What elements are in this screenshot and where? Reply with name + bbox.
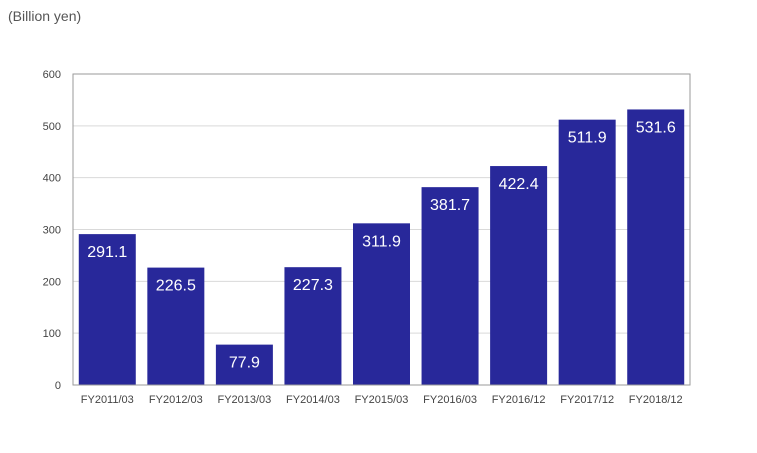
data-label: 291.1 [87, 244, 127, 261]
x-tick-label: FY2014/03 [286, 394, 340, 406]
bar [490, 166, 548, 385]
unit-label: (Billion yen) [8, 8, 82, 24]
bar [78, 234, 136, 385]
y-axis-ticks: 0 100 200 300 400 500 600 [43, 69, 61, 392]
bar [215, 344, 273, 385]
x-tick-label: FY2013/03 [217, 394, 271, 406]
data-label: 311.9 [362, 233, 401, 250]
data-label: 226.5 [156, 278, 196, 295]
y-tick-label: 500 [43, 121, 61, 133]
y-tick-label: 300 [43, 225, 61, 237]
data-label: 422.4 [499, 176, 539, 193]
x-tick-label: FY2018/12 [629, 394, 683, 406]
data-label: 511.9 [568, 130, 607, 147]
x-axis-labels: FY2011/03 FY2012/03 FY2013/03 FY2014/03 FY20… [81, 394, 683, 406]
data-label: 77.9 [229, 355, 260, 372]
x-tick-label: FY2016/12 [492, 394, 546, 406]
x-tick-label: FY2012/03 [149, 394, 203, 406]
bar [284, 267, 342, 385]
y-tick-label: 200 [43, 276, 61, 288]
bars [78, 109, 685, 386]
y-tick-label: 0 [55, 380, 61, 392]
data-labels: 291.1 226.5 77.9 227.3 311.9 381.7 422.4 511.9 5… [87, 119, 676, 371]
bar [147, 267, 205, 385]
x-tick-label: FY2017/12 [560, 394, 614, 406]
bar [627, 109, 685, 385]
bar [353, 223, 410, 385]
y-tick-label: 600 [43, 69, 61, 81]
x-tick-label: FY2015/03 [355, 394, 409, 406]
bar [558, 119, 616, 386]
data-label: 531.6 [636, 119, 676, 136]
data-label: 381.7 [430, 197, 470, 214]
data-label: 227.3 [293, 277, 333, 294]
plot-frame [72, 73, 691, 386]
bar [421, 187, 479, 385]
x-tick-label: FY2011/03 [81, 394, 134, 406]
y-tick-label: 100 [43, 328, 61, 340]
y-tick-label: 400 [43, 173, 61, 185]
x-tick-label: FY2016/03 [423, 394, 477, 406]
